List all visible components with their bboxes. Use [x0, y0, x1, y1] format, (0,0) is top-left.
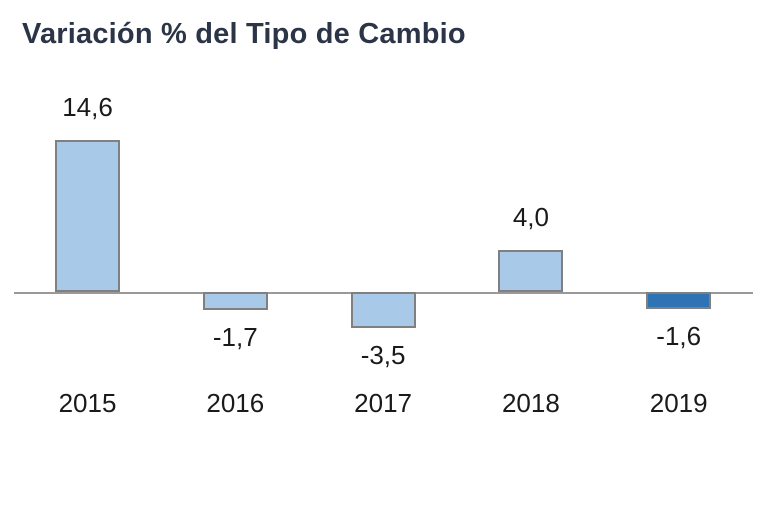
category-label-2017: 2017: [354, 388, 413, 418]
value-label-2017: -3,5: [360, 340, 406, 370]
value-label-2015: 14,6: [62, 92, 113, 122]
category-label-2015: 2015: [58, 388, 117, 418]
value-label-2018: 4,0: [512, 202, 549, 232]
chart-title: Variación % del Tipo de Cambio: [22, 18, 466, 50]
value-label-2016: -1,7: [212, 322, 258, 352]
bar-2015: [55, 140, 120, 292]
bar-2018: [498, 250, 564, 292]
category-label-2016: 2016: [206, 388, 265, 418]
category-label-2019: 2019: [649, 388, 708, 418]
category-label-2018: 2018: [501, 388, 560, 418]
value-label-2019: -1,6: [656, 321, 702, 351]
bar-2019: [646, 292, 712, 309]
bar-2017: [350, 292, 416, 328]
bar-2016: [202, 292, 268, 310]
